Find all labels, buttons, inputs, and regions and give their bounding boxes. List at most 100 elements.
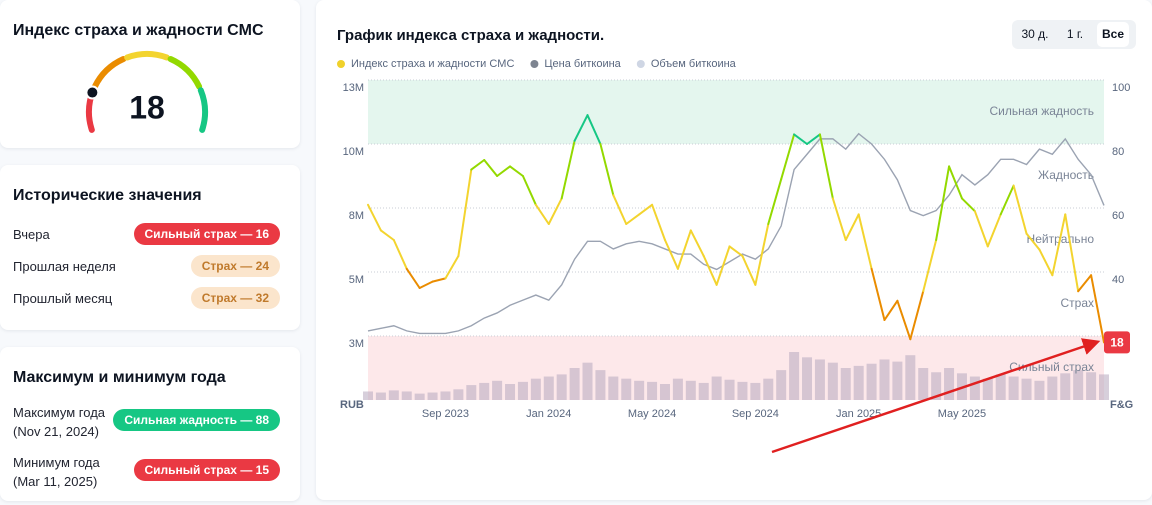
index-line-segment bbox=[1025, 232, 1041, 251]
volume-bar bbox=[892, 361, 903, 400]
x-tick-label: Jan 2025 bbox=[836, 408, 881, 420]
volume-bar bbox=[517, 381, 528, 400]
volume-bar bbox=[1008, 376, 1019, 400]
volume-bar bbox=[685, 380, 696, 400]
index-line-segment bbox=[599, 143, 615, 197]
volume-bar bbox=[453, 389, 464, 400]
index-line-segment bbox=[870, 267, 886, 321]
index-line-segment bbox=[612, 194, 628, 225]
volume-bar bbox=[556, 374, 567, 400]
index-line-segment bbox=[999, 184, 1015, 216]
gauge: 18 bbox=[85, 51, 208, 133]
y2-tick-label: 60 bbox=[1112, 210, 1124, 222]
volume-bar bbox=[737, 381, 748, 400]
index-line-segment bbox=[663, 239, 679, 270]
index-line-segment bbox=[973, 210, 989, 248]
volume-bar bbox=[388, 390, 399, 400]
chart-card: График индекса страха и жадности. 30 д. 1… bbox=[316, 0, 1152, 500]
row-label: Минимум года bbox=[13, 455, 100, 470]
index-line-segment bbox=[534, 203, 550, 225]
index-line-segment bbox=[702, 255, 718, 286]
volume-bar bbox=[763, 378, 774, 400]
history-row: Вчера Сильный страх — 16 bbox=[13, 223, 280, 245]
index-line-segment bbox=[638, 203, 654, 216]
gauge-segment bbox=[124, 51, 170, 61]
volume-bar bbox=[802, 357, 813, 400]
volume-bar bbox=[672, 378, 683, 400]
gauge-value: 18 bbox=[129, 89, 165, 125]
index-line-segment bbox=[379, 229, 395, 241]
zone-label: Страх bbox=[1060, 296, 1094, 310]
volume-bar bbox=[505, 384, 516, 400]
yearly-row: Максимум года (Nov 21, 2024) Сильная жадно… bbox=[13, 403, 280, 443]
volume-bar bbox=[427, 392, 438, 400]
history-row: Прошлая неделя Страх — 24 bbox=[13, 255, 280, 277]
volume-bar bbox=[647, 381, 658, 400]
volume-bar bbox=[853, 365, 864, 400]
index-line-segment bbox=[922, 239, 938, 293]
zone-band bbox=[368, 336, 1104, 400]
volume-bar bbox=[375, 392, 386, 400]
index-line-segment bbox=[586, 114, 602, 145]
index-line-segment bbox=[780, 133, 796, 181]
index-line-segment bbox=[793, 133, 809, 145]
volume-bar bbox=[608, 376, 619, 400]
gauge-segment bbox=[197, 87, 208, 133]
y2-tick-label: 40 bbox=[1112, 274, 1124, 286]
historical-card: Исторические значения Вчера Сильный страх… bbox=[0, 165, 300, 330]
volume-bar bbox=[1047, 376, 1058, 400]
yearly-row: Минимум года (Mar 11, 2025) Сильный страх … bbox=[13, 453, 280, 493]
y-tick-label: 13M bbox=[343, 82, 364, 94]
volume-bar bbox=[363, 391, 373, 400]
volume-bar bbox=[814, 359, 825, 400]
index-line-segment bbox=[715, 245, 731, 286]
volume-bar bbox=[995, 374, 1006, 400]
tab[interactable]: Все bbox=[1102, 27, 1124, 41]
tab[interactable]: 30 д. bbox=[1021, 27, 1048, 41]
volume-bar bbox=[918, 368, 929, 400]
index-line-segment bbox=[986, 213, 1002, 248]
volume-bar bbox=[1073, 370, 1084, 400]
tab[interactable]: 1 г. bbox=[1067, 27, 1083, 41]
index-line-segment bbox=[935, 165, 951, 241]
zone-band bbox=[368, 80, 1104, 144]
legend-marker bbox=[530, 60, 539, 68]
annotation-arrow bbox=[771, 338, 1101, 454]
gauge-indicator bbox=[85, 85, 100, 100]
volume-bar bbox=[595, 370, 606, 400]
index-line-segment bbox=[676, 229, 692, 270]
index-line-segment bbox=[457, 168, 473, 257]
volume-bar bbox=[492, 380, 503, 400]
index-line-segment bbox=[405, 267, 421, 289]
index-line-segment bbox=[367, 203, 382, 232]
y-tick-label: 5M bbox=[349, 274, 364, 286]
volume-bar bbox=[1060, 373, 1071, 400]
index-line-segment bbox=[909, 290, 925, 341]
volume-bar bbox=[827, 362, 838, 400]
price-line bbox=[367, 132, 1105, 335]
index-line-segment bbox=[547, 197, 563, 225]
axis-label: RUB bbox=[340, 399, 364, 411]
index-line-segment bbox=[1038, 248, 1054, 277]
volume-bar bbox=[479, 382, 490, 400]
index-line-segment bbox=[896, 299, 912, 341]
index-line-segment bbox=[948, 165, 963, 200]
volume-bar bbox=[969, 376, 980, 400]
volume-bar bbox=[711, 376, 722, 400]
volume-bar bbox=[530, 378, 541, 400]
index-line-segment bbox=[741, 255, 757, 286]
volume-bar bbox=[569, 368, 580, 400]
y-tick-label: 3M bbox=[349, 338, 364, 350]
index-line-segment bbox=[483, 159, 499, 177]
x-tick-label: May 2025 bbox=[938, 408, 986, 420]
volume-bar bbox=[776, 370, 787, 400]
volume-bar bbox=[1099, 374, 1109, 400]
volume-bar bbox=[866, 363, 877, 400]
index-line-segment bbox=[560, 139, 576, 200]
index-line-segment bbox=[521, 175, 537, 206]
volume-bar bbox=[582, 362, 593, 400]
index-line-segment bbox=[573, 114, 589, 142]
index-line-segment bbox=[960, 197, 976, 213]
